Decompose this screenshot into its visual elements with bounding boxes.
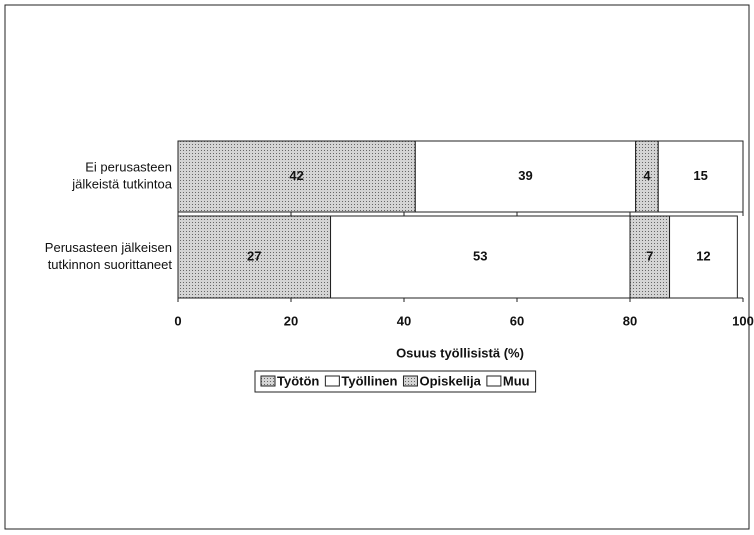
x-tick-label: 80 (623, 313, 637, 328)
data-label: 53 (473, 248, 487, 263)
bar-segment (177, 140, 416, 213)
data-label: 4 (643, 168, 651, 183)
bar-segment (414, 140, 637, 213)
data-label: 27 (247, 248, 261, 263)
data-label: 15 (693, 168, 707, 183)
legend-label: Työtön (277, 373, 319, 388)
legend-label: Opiskelija (419, 373, 481, 388)
bar-segment (177, 215, 332, 299)
legend-label: Työllinen (341, 373, 397, 388)
x-tick-label: 0 (174, 313, 181, 328)
y-tick-label: Ei perusasteen (85, 159, 172, 174)
x-axis-label: Osuus työllisistä (%) (396, 345, 524, 360)
legend-swatch (486, 375, 502, 387)
frame (4, 4, 750, 530)
x-tick-label: 40 (397, 313, 411, 328)
data-label: 39 (518, 168, 532, 183)
data-label: 12 (696, 248, 710, 263)
y-tick-label: jälkeistä tutkintoa (71, 176, 172, 191)
x-tick-label: 20 (284, 313, 298, 328)
legend-label: Muu (503, 373, 530, 388)
bar-segment (330, 215, 631, 299)
x-tick-label: 100 (732, 313, 754, 328)
bar-segment (657, 140, 744, 213)
legend-swatch (324, 375, 340, 387)
x-tick-label: 60 (510, 313, 524, 328)
bar-segment (669, 215, 738, 299)
y-tick-label: Perusasteen jälkeisen (45, 240, 172, 255)
y-tick-label: tutkinnon suorittaneet (48, 257, 173, 272)
legend-swatch (260, 375, 276, 387)
legend-swatch (402, 375, 418, 387)
data-label: 7 (646, 248, 653, 263)
data-label: 42 (289, 168, 303, 183)
